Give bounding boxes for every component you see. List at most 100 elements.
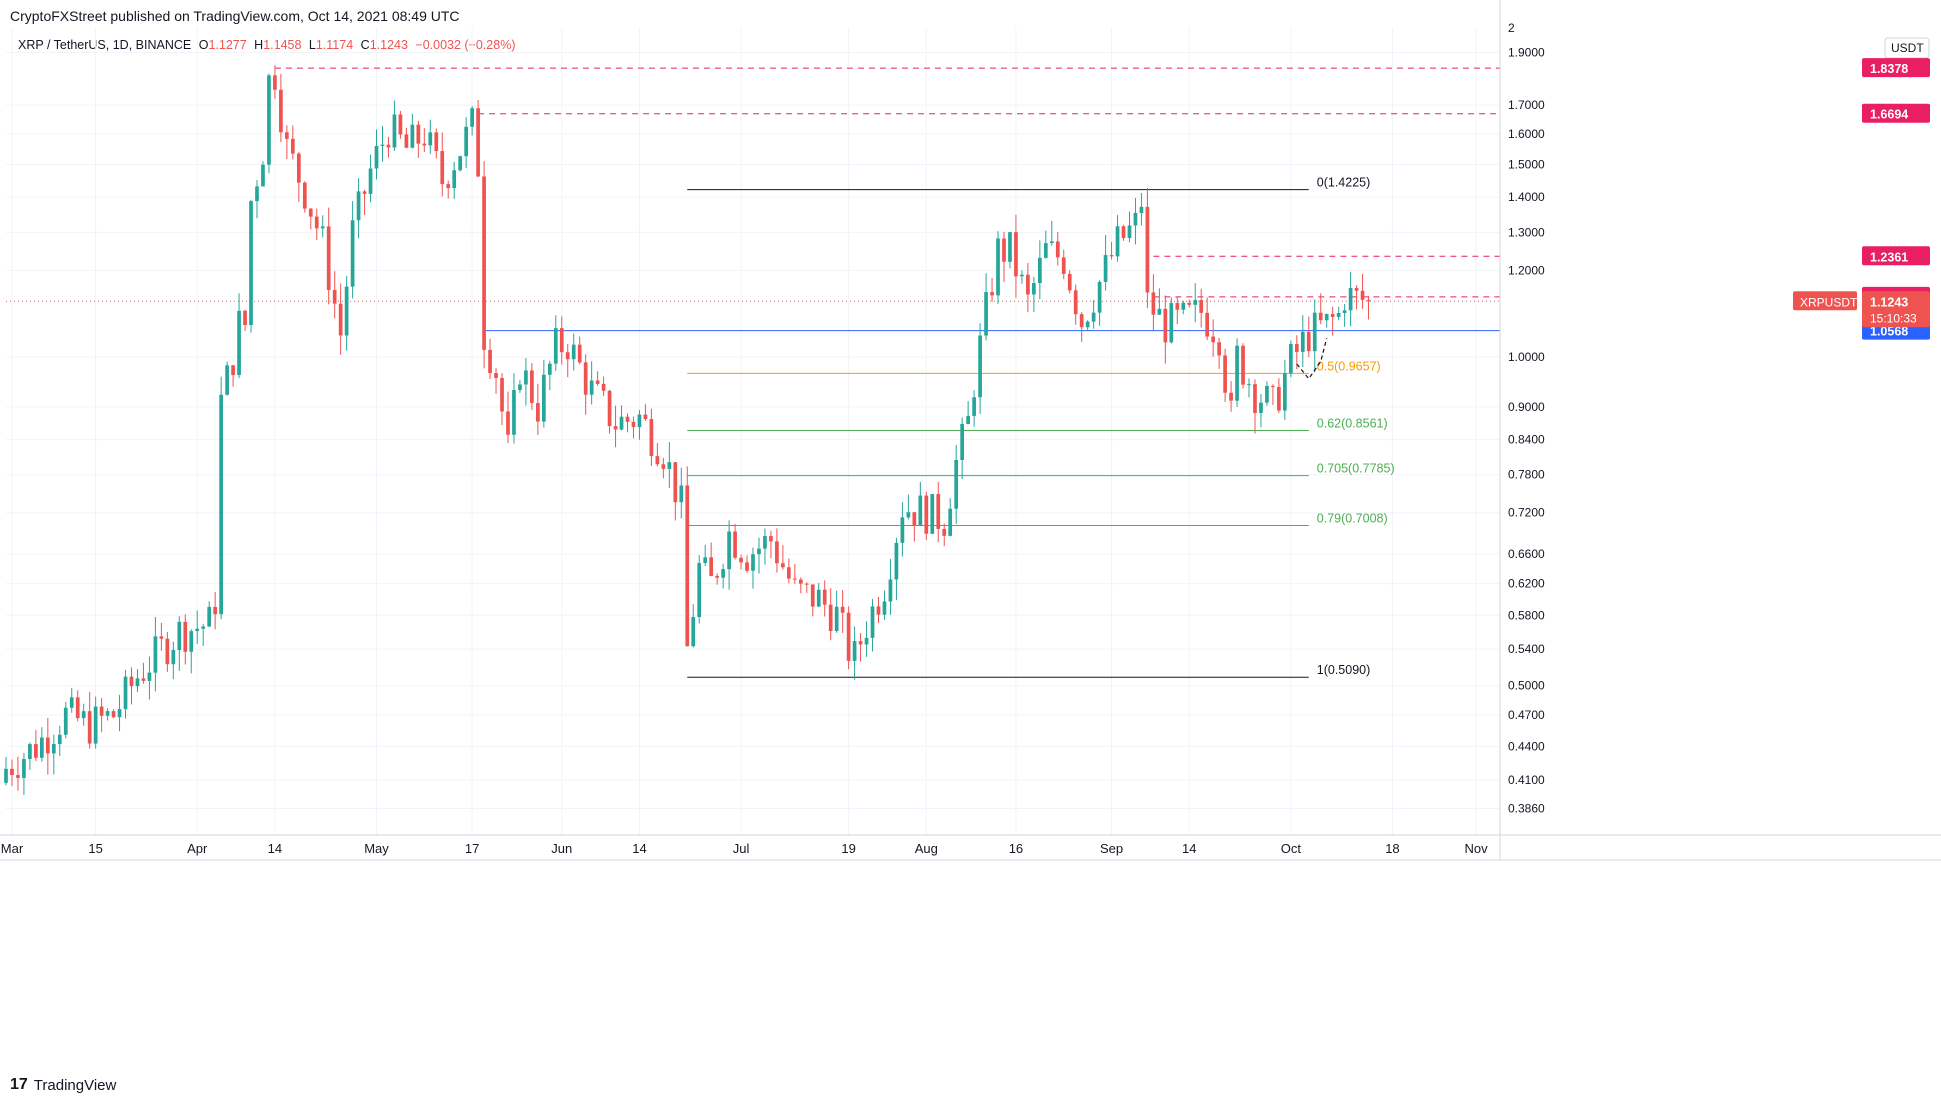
y-tick-label: 1.5000 xyxy=(1508,157,1545,171)
y-tick-label: 0.4400 xyxy=(1508,739,1545,753)
y-tick-label: 0.7800 xyxy=(1508,468,1545,482)
time-axis[interactable]: Mar 15 Apr 14 May 17 Jun 14 Jul 19 Aug 16 Sep 14 Oct 18… xyxy=(0,834,1941,861)
candle-down xyxy=(631,421,636,428)
candle-down xyxy=(290,138,295,154)
candle-up xyxy=(237,310,241,376)
candle-up xyxy=(1181,302,1186,310)
last-price-symbol-tag xyxy=(1793,291,1857,311)
candle-up xyxy=(757,548,761,555)
x-tick-label: Apr xyxy=(187,841,208,856)
candle-up xyxy=(40,737,44,758)
y-tick-label: 1.7000 xyxy=(1508,98,1545,112)
candle-down xyxy=(386,144,391,148)
x-tick-label: May xyxy=(364,841,389,856)
candle-up xyxy=(948,508,953,536)
candle-up xyxy=(392,114,397,148)
symbol-name[interactable]: XRP / TetherUS, 1D, BINANCE xyxy=(18,38,192,52)
price-tag-text: 1.0568 xyxy=(1870,325,1908,339)
candle-down xyxy=(1330,314,1335,317)
currency-box[interactable] xyxy=(1884,37,1930,59)
candle-up xyxy=(28,744,32,759)
candle-up xyxy=(679,485,684,503)
candle-up xyxy=(978,335,982,398)
x-tick-label: 16 xyxy=(1009,841,1023,856)
chart-grid xyxy=(6,28,1500,835)
currency-label[interactable]: USDT xyxy=(1891,41,1924,55)
projection-path xyxy=(1296,338,1328,380)
candle-down xyxy=(787,567,791,579)
candle-down xyxy=(1354,287,1359,291)
fibonacci-retracement[interactable]: 0(1.4225) 0.5(0.9657) 0.62(0.8561) 0.705(0.… xyxy=(687,176,1395,678)
candle-up xyxy=(906,512,911,518)
candle-down xyxy=(362,191,367,194)
candle-up xyxy=(470,108,474,127)
chart-horizontal-lines xyxy=(6,67,1500,332)
y-tick-label: 0.8400 xyxy=(1508,433,1545,447)
x-tick-label: Oct xyxy=(1281,841,1302,856)
candle-down xyxy=(781,563,785,568)
candle-down xyxy=(273,75,277,90)
fib-level-label: 0.705(0.7785) xyxy=(1317,462,1395,476)
y-tick-label: 1.0000 xyxy=(1508,350,1545,364)
candle-up xyxy=(4,768,8,783)
x-tick-label: 17 xyxy=(465,841,479,856)
y-tick-label: 1.9000 xyxy=(1508,45,1545,59)
candle-up xyxy=(1097,281,1102,313)
candle-down xyxy=(302,182,307,209)
candle-down xyxy=(1109,255,1114,257)
candle-up xyxy=(553,328,558,364)
candle-down xyxy=(10,768,14,776)
candle-up xyxy=(135,678,140,687)
y-tick-label: 0.6600 xyxy=(1508,547,1545,561)
candle-up xyxy=(1324,314,1329,321)
candle-up xyxy=(1235,345,1239,401)
candle-up xyxy=(171,649,176,665)
price-tag-resistance xyxy=(1862,103,1930,123)
x-tick-label: Mar xyxy=(1,841,24,856)
candle-up xyxy=(153,636,158,673)
candle-up xyxy=(834,606,839,632)
candle-up xyxy=(1049,241,1054,244)
candle-up xyxy=(667,462,672,469)
candle-down xyxy=(213,606,218,615)
candle-down xyxy=(577,344,582,363)
candle-down xyxy=(338,303,343,336)
candle-up xyxy=(816,589,821,607)
candle-up xyxy=(882,601,887,615)
last-price-symbol: XRPUSDT xyxy=(1800,295,1858,309)
candle-up xyxy=(1342,310,1347,314)
candle-down xyxy=(745,562,749,571)
candle-up xyxy=(177,621,182,650)
candle-down xyxy=(804,583,809,585)
y-tick-label: 0.4100 xyxy=(1508,773,1545,787)
candle-down xyxy=(846,612,851,661)
candle-down xyxy=(595,380,600,384)
candle-down xyxy=(476,108,480,177)
candle-up xyxy=(972,397,976,416)
candle-down xyxy=(739,557,743,563)
x-tick-label: Jul xyxy=(733,841,750,856)
footer-branding: 17 TradingView xyxy=(10,1076,116,1094)
candle-up xyxy=(541,374,546,422)
candle-up xyxy=(1032,283,1036,295)
candle-up xyxy=(1259,402,1263,413)
projection-dashed-line xyxy=(1296,338,1328,380)
candle-down xyxy=(876,606,881,615)
candle-up xyxy=(954,459,959,509)
candle-up xyxy=(637,414,642,428)
candle-down xyxy=(183,621,188,652)
candle-down xyxy=(769,536,773,542)
candle-up xyxy=(1247,384,1251,386)
x-tick-label: 14 xyxy=(268,841,282,856)
price-labels: 1.83781.66941.23611.13481.0568XRPUSDT1.1… xyxy=(1793,58,1930,340)
candle-down xyxy=(559,328,564,353)
candle-up xyxy=(894,542,899,580)
candle-up xyxy=(225,365,229,395)
candle-down xyxy=(1223,355,1227,393)
price-tag-resistance xyxy=(1862,246,1930,266)
candle-down xyxy=(858,641,863,645)
candle-down xyxy=(661,464,666,469)
price-axis[interactable]: 2 1.9000 1.7000 1.6000 1.5000 1.4000 1.3000 1.2… xyxy=(1499,0,1930,860)
candle-down xyxy=(482,176,486,350)
